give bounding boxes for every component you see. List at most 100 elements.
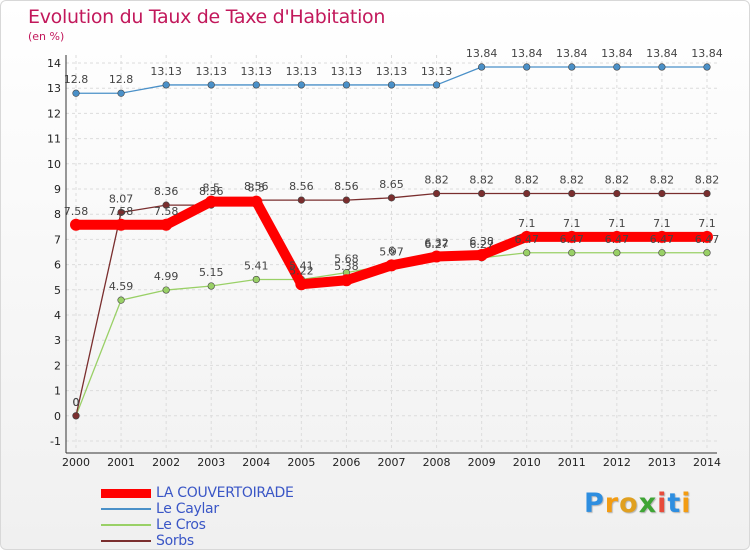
series-sorbs-data-label: 8.82 [469,174,494,187]
series-la-couvertoirade-point [610,230,623,243]
series-la-couvertoirade-point [295,278,308,291]
series-la-couvertoirade-point [520,230,533,243]
y-tick-label: 9 [54,183,61,196]
logo-letter: i [681,488,692,519]
series-la-couvertoirade-data-label: 7.58 [154,205,179,218]
series-le-caylar-data-label: 13.13 [241,65,273,78]
y-tick-label: 8 [54,208,61,221]
series-sorbs-point [478,189,486,198]
logo-letter: i [657,488,668,519]
series-sorbs-data-label: 8.36 [199,185,224,198]
series-le-caylar-data-label: 13.13 [376,65,408,78]
series-le-caylar-data-label: 13.84 [691,47,723,60]
series-la-couvertoirade-point [250,195,263,208]
series-le-caylar-point [658,63,666,71]
chart-title: Evolution du Taux de Taxe d'Habitation [28,6,386,28]
series-le-caylar-point [387,81,396,89]
x-tick-label: 2013 [648,456,676,469]
series-le-caylar-data-label: 13.13 [331,65,363,78]
series-la-couvertoirade-point [115,218,128,231]
x-tick-label: 2003 [197,456,225,469]
x-tick-label: 2007 [378,456,406,469]
y-tick-label: 4 [54,309,61,322]
series-sorbs-point [342,196,351,204]
series-le-cros-data-label: 6.47 [514,233,539,246]
series-le-caylar-point [568,63,576,71]
y-tick-label: 7 [54,233,61,246]
series-le-cros-point [523,249,531,257]
series-le-cros-data-label: 6 [388,245,395,258]
y-tick-label: 6 [54,259,61,272]
series-la-couvertoirade-point [475,249,488,262]
y-tick-label: 0 [54,410,61,423]
proxiti-logo: Proxiti [584,488,692,519]
series-la-couvertoirade-data-label: 7.1 [608,217,626,230]
series-le-caylar-data-label: 13.84 [601,47,633,60]
series-le-cros-data-label: 0 [73,396,80,409]
series-la-couvertoirade-data-label: 8.5 [202,182,220,195]
legend-label: LA COUVERTOIRADE [156,485,294,501]
series-le-cros-data-label: 6.47 [695,233,720,246]
grid-layer [66,55,717,449]
series-le-cros-data-label: 5.68 [334,253,359,266]
x-tick-label: 2010 [513,456,541,469]
series-la-couvertoirade-data-label: 7.1 [563,217,581,230]
series-la-couvertoirade-data-label: 6.32 [424,237,449,250]
series-la-couvertoirade-point [205,195,218,208]
series-sorbs-data-label: 8.82 [605,174,630,187]
x-tick-label: 2005 [287,456,315,469]
series-la-couvertoirade-point [430,250,443,263]
legend-label: Le Caylar [156,501,219,517]
series-sorbs-point [568,189,576,198]
series-sorbs-data-label: 8.56 [334,180,359,193]
series-sorbs-point [387,194,396,202]
y-tick-label: 12 [47,107,61,120]
series-la-couvertoirade-data-label: 7.58 [109,205,134,218]
series-le-caylar-point [297,81,305,89]
series-la-couvertoirade-data-label: 6.38 [469,235,494,248]
series-sorbs-point [523,189,531,198]
legend-swatch [101,488,151,498]
series-la-couvertoirade-point [385,259,398,272]
series-la-couvertoirade-data-label: 7.1 [518,217,536,230]
logo-letter: r [604,488,620,519]
series-la-couvertoirade-data-label: 7.1 [698,217,716,230]
series-le-caylar-data-label: 12.8 [64,73,89,86]
y-tick-label: 10 [47,158,61,171]
logo-letter: o [619,488,639,519]
x-tick-label: 2004 [242,456,270,469]
series-le-caylar-point [613,63,621,71]
series-le-cros-point [568,249,576,257]
series-le-cros-data-label: 6.47 [650,233,675,246]
series-sorbs-data-label: 8.82 [650,174,675,187]
logo-letter: P [584,488,605,519]
series-le-cros-data-label: 6.27 [424,238,449,251]
legend-label: Le Cros [156,517,206,533]
x-tick-label: 2001 [107,456,135,469]
legend-swatch [101,524,151,526]
x-tick-label: 2008 [423,456,451,469]
series-le-cros-data-label: 5.41 [244,259,269,272]
series-sorbs-data-label: 8.65 [379,178,404,191]
series-la-couvertoirade-data-label: 7.1 [653,217,671,230]
series-la-couvertoirade-data-label: 5.38 [334,260,359,273]
series-sorbs-point [117,208,125,217]
legend-swatch [101,508,151,510]
series-le-caylar-point [252,81,260,89]
series-le-caylar-point [207,81,215,89]
series-le-caylar-data-label: 13.13 [421,65,453,78]
series-sorbs-point [658,189,666,198]
series-sorbs-data-label: 8.82 [424,174,449,187]
series-sorbs-data-label: 8.07 [109,192,134,205]
logo-letter: x [638,488,658,519]
series-sorbs-data-label: 8.56 [289,180,314,193]
series-la-couvertoirade-point [160,218,173,231]
series-sorbs-data-label: 8.82 [695,174,720,187]
series-le-cros-data-label: 6.47 [605,233,630,246]
series-la-couvertoirade-point [340,274,353,287]
y-tick-label: 5 [54,284,61,297]
series-sorbs-point [297,196,305,204]
series-le-cros-point [207,282,215,290]
series-sorbs-data-label: 0 [73,396,80,409]
